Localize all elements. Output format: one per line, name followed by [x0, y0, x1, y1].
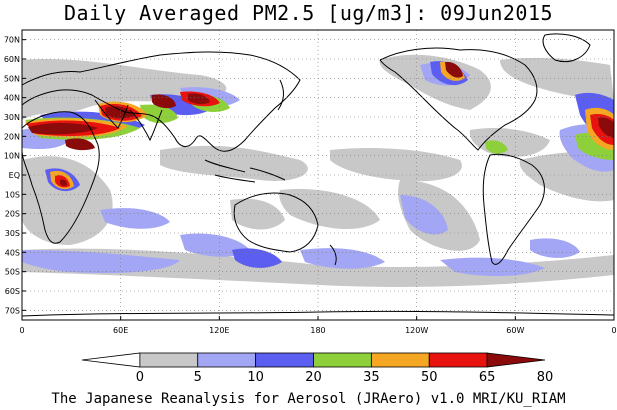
colorbar-label: 50 [421, 370, 438, 385]
lon-tick-label: 0 [19, 326, 24, 335]
colorbar-swatch [197, 352, 257, 368]
colorbar-swatch [428, 352, 488, 368]
antarctica-coast [21, 310, 615, 317]
longitude-labels: 0 60E 120E 180 120W 60W 0 [19, 316, 617, 335]
lat-tick-label: EQ [9, 171, 20, 180]
colorbar-label: 5 [194, 370, 202, 385]
indonesia-coast [204, 159, 286, 183]
lon-tick-label: 60E [113, 326, 128, 335]
lon-tick-label: 60W [506, 326, 524, 335]
greenland-coast [542, 33, 591, 63]
colorbar-swatch [255, 352, 314, 368]
lat-tick-label: 30S [5, 229, 20, 238]
credit-text: The Japanese Reanalysis for Aerosol (JRA… [51, 391, 566, 407]
lon-tick-label: 180 [310, 326, 325, 335]
colorbar-label: 20 [305, 370, 322, 385]
india-coast [129, 109, 163, 142]
lon-tick-label: 0 [611, 326, 616, 335]
lat-tick-label: 70S [5, 306, 20, 315]
arabia-coast [94, 99, 129, 129]
map-title: Daily Averaged PM2.5 [ug/m3]: 09Jun2015 [63, 1, 554, 25]
coastlines [21, 33, 615, 317]
colorbar-label: 10 [247, 370, 264, 385]
lat-tick-label: 20S [5, 210, 20, 219]
colorbar-swatch [370, 352, 430, 368]
lat-tick-label: 70N [4, 36, 20, 45]
australia-coast [233, 192, 319, 253]
lat-tick-label: 40N [4, 94, 20, 103]
colorbar: 0 5 10 20 35 50 65 80 [81, 352, 554, 385]
lat-tick-label: 10S [5, 190, 20, 199]
grid-lines [22, 30, 614, 320]
colorbar-label: 80 [537, 370, 554, 385]
lon-tick-label: 120W [405, 326, 428, 335]
colorbar-swatch [81, 352, 141, 368]
lat-tick-label: 60S [5, 287, 20, 296]
lon-tick-label: 120E [209, 326, 229, 335]
latitude-labels: 70N 60N 50N 40N 30N 20N 10N EQ 10S 20S 30S 40S 50S 60… [4, 36, 26, 315]
lat-tick-label: 60N [4, 55, 20, 64]
lat-tick-label: 40S [5, 248, 20, 257]
colorbar-swatch [139, 352, 199, 368]
north-america-coast [379, 47, 538, 151]
colorbar-label: 0 [136, 370, 144, 385]
lat-tick-label: 30N [4, 113, 20, 122]
colorbar-swatch [486, 352, 546, 368]
japan-coast [277, 79, 284, 111]
concentration-field [22, 54, 614, 287]
eurasia-coast [21, 51, 301, 152]
colorbar-swatch [313, 352, 372, 368]
nz-coast [329, 244, 337, 266]
lat-tick-label: 50S [5, 268, 20, 277]
south-america-coast [482, 153, 545, 265]
lat-tick-label: 10N [4, 152, 20, 161]
africa-coast [21, 111, 100, 244]
lat-tick-label: 20N [4, 132, 20, 141]
colorbar-label: 65 [479, 370, 496, 385]
colorbar-label: 35 [363, 370, 380, 385]
lat-tick-label: 50N [4, 74, 20, 83]
